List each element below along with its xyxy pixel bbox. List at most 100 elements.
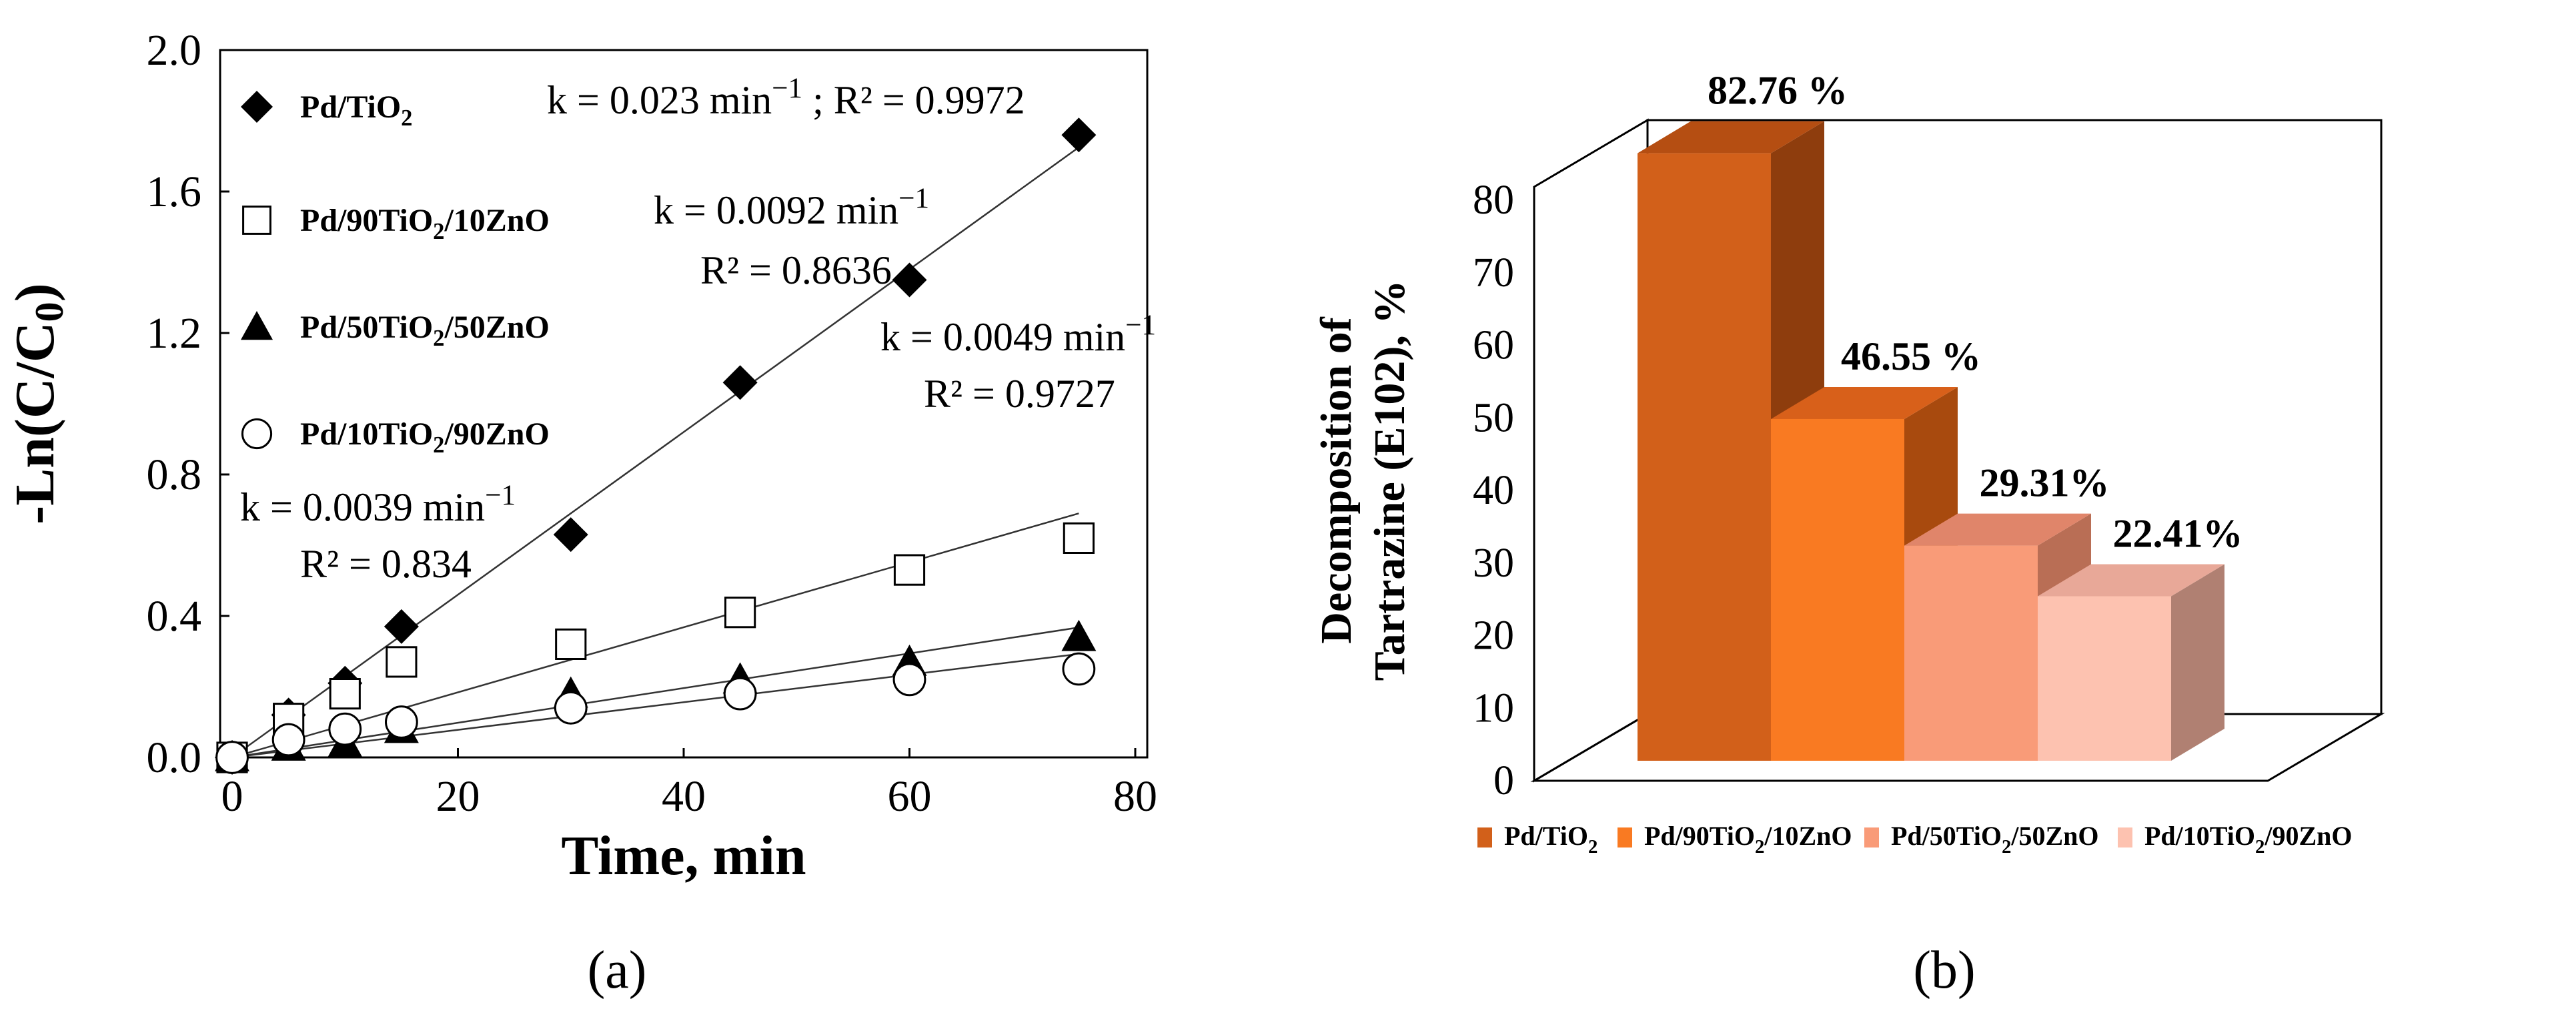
data-point bbox=[215, 741, 249, 774]
legend-swatch bbox=[1618, 827, 1632, 848]
data-point bbox=[328, 712, 362, 746]
x-axis-title: Time, min bbox=[561, 825, 806, 887]
y-tick-label: 30 bbox=[1473, 541, 1514, 586]
fit-annotation-k: k = 0.023 min−1 ; R² = 0.9972 bbox=[547, 73, 1025, 122]
bar-top bbox=[1904, 513, 2091, 546]
legend-label-sub: 2 bbox=[433, 219, 444, 244]
y-tick-label: 2.0 bbox=[147, 26, 202, 75]
data-point bbox=[724, 597, 756, 629]
legend-swatch bbox=[1477, 827, 1492, 848]
legend-label: Pd/TiO2 bbox=[1504, 821, 1597, 858]
legend-label-main: Pd/90TiO bbox=[300, 203, 433, 238]
legend-label-sub: 2 bbox=[2002, 836, 2011, 858]
floor bbox=[1530, 713, 2385, 782]
x-tick-label: 0 bbox=[221, 772, 243, 821]
bar-front bbox=[1638, 153, 1771, 761]
y-tick-label: 60 bbox=[1473, 323, 1514, 368]
data-point bbox=[892, 663, 926, 697]
y-title-close: ) bbox=[4, 283, 66, 302]
data-point bbox=[554, 691, 588, 725]
legend-label-rest: /10ZnO bbox=[444, 203, 549, 238]
y-tick-label: 0.8 bbox=[147, 450, 202, 499]
r2-value: ; R² = 0.9972 bbox=[802, 78, 1025, 122]
y-tick-label: 1.6 bbox=[147, 167, 202, 216]
data-point bbox=[241, 418, 273, 450]
data-point bbox=[384, 705, 418, 739]
data-point bbox=[329, 678, 361, 710]
legend-label-sub: 2 bbox=[433, 326, 444, 351]
k-value: k = 0.023 min bbox=[547, 78, 772, 122]
fit-annotation-k: k = 0.0049 min−1 bbox=[880, 310, 1156, 359]
y-axis-title: -Ln(C/C0) bbox=[4, 283, 72, 525]
legend-label-rest: /90ZnO bbox=[444, 416, 549, 452]
value-labels: 82.76 % 46.55 % 29.31%22.41% bbox=[1708, 69, 2243, 556]
legend-label: Pd/TiO2 bbox=[300, 89, 412, 131]
y-title-line-1: Decomposition of bbox=[1312, 316, 1361, 643]
value-label: 82.76 % bbox=[1708, 69, 1848, 113]
legend-label-main: Pd/TiO bbox=[300, 89, 401, 125]
value-label: 22.41% bbox=[2113, 511, 2243, 555]
fit-line bbox=[231, 146, 1080, 759]
y-title-line-2: Tartrazine (E102), % bbox=[1365, 280, 1414, 681]
panel-a-scatter-chart: 0 20 40 60 800.00.40.81.21.62.0 Pd/TiO2Pd/90… bbox=[4, 26, 1157, 1000]
fit-annotation-r2: R² = 0.9727 bbox=[924, 372, 1115, 416]
data-point bbox=[555, 628, 587, 660]
data-point bbox=[1062, 652, 1096, 686]
data-point bbox=[1063, 522, 1095, 554]
x-tick-label: 40 bbox=[662, 772, 706, 821]
fit-line bbox=[231, 626, 1079, 759]
legend-label-main: Pd/50TiO bbox=[300, 310, 433, 345]
k-exponent: −1 bbox=[485, 480, 516, 511]
legend: Pd/TiO2Pd/90TiO2/10ZnOPd/50TiO2/50ZnOPd/… bbox=[241, 89, 550, 458]
legend-label-rest: /50ZnO bbox=[2010, 821, 2098, 851]
y-tick-label: 10 bbox=[1473, 685, 1514, 731]
data-point bbox=[553, 517, 588, 553]
data-point bbox=[723, 677, 757, 711]
data-point bbox=[241, 91, 273, 123]
left-wall bbox=[1533, 118, 1649, 783]
y-tick-label: 0.0 bbox=[147, 733, 202, 782]
legend-label-main: Pd/TiO bbox=[1504, 821, 1588, 851]
data-point bbox=[1061, 117, 1097, 153]
bar-top bbox=[1771, 386, 1958, 419]
data-point bbox=[384, 609, 419, 644]
legend-label-rest: /90ZnO bbox=[2264, 821, 2352, 851]
data-point bbox=[241, 311, 273, 340]
data-point bbox=[271, 723, 305, 757]
legend-label-sub: 2 bbox=[1755, 836, 1764, 858]
value-label: 29.31% bbox=[1980, 461, 2110, 505]
y-axis-title: Decomposition of Tartrazine (E102), % bbox=[1312, 280, 1414, 681]
k-exponent: −1 bbox=[898, 183, 929, 214]
axis-ticks: 0 10 20 30 40 50 60 70 80 bbox=[1473, 178, 1514, 803]
k-value: k = 0.0039 min bbox=[240, 485, 485, 529]
x-tick-label: 80 bbox=[1113, 772, 1157, 821]
x-tick-label: 60 bbox=[888, 772, 932, 821]
legend-label-sub: 2 bbox=[1588, 836, 1597, 858]
data-point bbox=[893, 554, 926, 586]
fit-annotation-r2: R² = 0.834 bbox=[300, 542, 472, 586]
k-exponent: −1 bbox=[772, 73, 802, 104]
y-tick-label: 80 bbox=[1473, 178, 1514, 223]
value-label: 46.55 % bbox=[1841, 334, 1981, 378]
legend-label-main: Pd/10TiO bbox=[2144, 821, 2255, 851]
data-point bbox=[892, 262, 927, 298]
fit-lines bbox=[231, 146, 1080, 759]
bar-top bbox=[2038, 564, 2224, 597]
bar-front bbox=[1904, 545, 2038, 761]
k-exponent: −1 bbox=[1125, 310, 1156, 341]
fit-line bbox=[231, 653, 1079, 759]
legend-label-main: Pd/10TiO bbox=[300, 416, 433, 452]
y-title-main: -Ln(C/C bbox=[4, 322, 66, 524]
legend-label: Pd/50TiO2/50ZnO bbox=[300, 310, 550, 351]
axis-ticks: 0 20 40 60 80 0.0 0.4 0.8 1.2 1.6 2.0 bbox=[147, 26, 1158, 821]
y-tick-label: 20 bbox=[1473, 613, 1514, 659]
data-point bbox=[242, 206, 271, 235]
panel-label-a: (a) bbox=[588, 941, 647, 1000]
legend-swatch bbox=[2118, 827, 2132, 848]
y-title-sub: 0 bbox=[27, 302, 72, 322]
bar-front bbox=[2038, 596, 2171, 761]
k-value: k = 0.0049 min bbox=[880, 315, 1125, 359]
